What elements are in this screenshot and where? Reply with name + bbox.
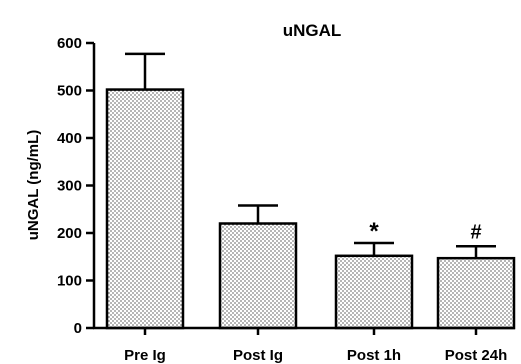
bar (334, 254, 414, 330)
y-tick-label: 400 (57, 130, 82, 147)
bar (218, 222, 298, 330)
significance-marker: * (369, 218, 379, 245)
chart-title: uNGAL (283, 21, 342, 40)
y-tick-label: 100 (57, 273, 82, 290)
x-tick-label: Post 1h (347, 347, 401, 364)
y-tick-label: 300 (57, 178, 82, 195)
y-tick-label: 0 (74, 320, 82, 337)
plot-area: Pre Ig Post Ig * Post 1h # Post 24h 0 100 200 300… (57, 35, 516, 364)
y-tick-label: 200 (57, 225, 82, 242)
y-tick-label: 600 (57, 35, 82, 52)
y-tick-label: 500 (57, 83, 82, 100)
y-axis-label: uNGAL (ng/mL) (25, 130, 42, 241)
significance-marker: # (470, 221, 481, 243)
bar (105, 88, 185, 330)
bar (436, 256, 516, 330)
x-tick-label: Pre Ig (124, 347, 166, 364)
x-tick-label: Post 24h (445, 347, 508, 364)
x-tick-label: Post Ig (233, 347, 283, 364)
